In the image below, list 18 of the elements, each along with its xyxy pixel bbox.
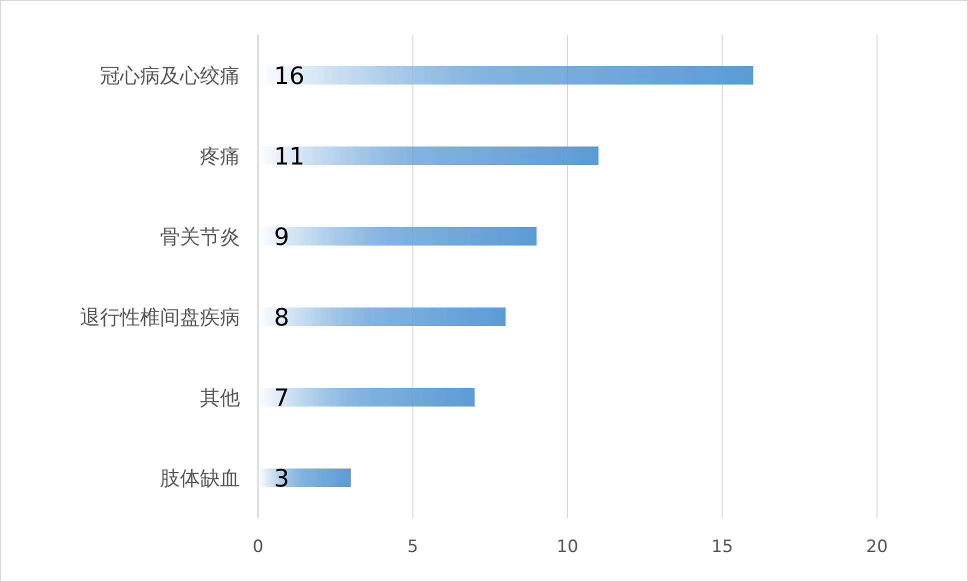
x-tick-label: 5 — [407, 537, 418, 557]
x-tick-label: 0 — [252, 537, 264, 557]
x-tick-label: 10 — [556, 537, 578, 557]
y-tick-label: 骨关节炎 — [160, 224, 240, 248]
data-label: 16 — [274, 62, 305, 90]
y-tick-label: 其他 — [200, 385, 240, 410]
data-label: 3 — [274, 464, 290, 492]
data-label: 8 — [274, 303, 290, 332]
y-tick-label: 肢体缺血 — [160, 466, 240, 490]
bar — [258, 468, 351, 488]
y-tick-label: 退行性椎间盘疾病 — [80, 304, 240, 329]
x-tick-label: 15 — [711, 537, 734, 557]
y-tick-label: 冠心病及心绞痛 — [100, 63, 240, 88]
data-label: 11 — [274, 142, 305, 170]
y-tick-label: 疼痛 — [200, 144, 240, 168]
data-label: 9 — [274, 222, 290, 251]
data-label: 7 — [274, 384, 290, 412]
x-tick-label: 20 — [866, 537, 888, 557]
